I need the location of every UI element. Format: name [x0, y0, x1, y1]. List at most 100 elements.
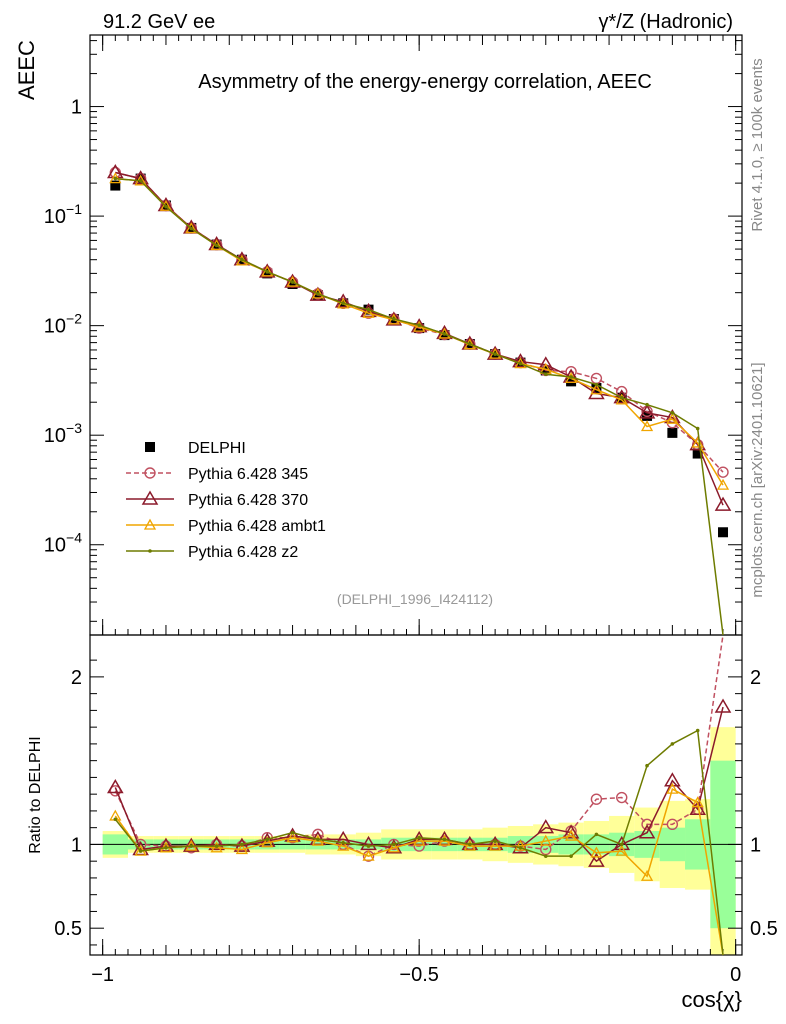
- legend-label-2: Pythia 6.428 370: [188, 492, 308, 509]
- main-point-3-23: [691, 436, 704, 448]
- ratio-series-lines: [107, 634, 732, 956]
- main-point-4-5: [240, 257, 244, 262]
- main-point-4-21: [645, 402, 649, 407]
- main-point-4-19: [594, 382, 599, 387]
- ratio-point-2-19: [590, 846, 603, 858]
- main-ytick-label-1: 10−1: [44, 201, 82, 228]
- main-point-4-13: [442, 332, 447, 336]
- main-point-2-21: [638, 404, 656, 419]
- ratio-point-1-15: [486, 835, 504, 851]
- chart-title: Asymmetry of the energy-energy correlati…: [198, 71, 652, 93]
- ratio-ytick-label-right-0: 0.5: [750, 918, 778, 940]
- main-point-4-0: [113, 176, 118, 181]
- ratio-point-3-22: [670, 742, 675, 746]
- main-ytick-label-2: 10−2: [44, 311, 82, 338]
- top-left-label: 91.2 GeV ee: [103, 11, 215, 33]
- main-point-4-14: [468, 342, 472, 346]
- ratio-point-0-22: [666, 818, 679, 831]
- ratio-point-0-20: [616, 791, 628, 804]
- ratio-point-3-21: [645, 763, 649, 768]
- main-point-4-8: [316, 292, 320, 296]
- main-point-4-4: [214, 243, 219, 248]
- ratio-point-3-6: [265, 837, 270, 842]
- main-point-4-18: [569, 375, 573, 379]
- legend-label-3: Pythia 6.428 ambt1: [188, 518, 326, 535]
- legend-label-4: Pythia 6.428 z2: [188, 544, 298, 561]
- main-point-3-24: [716, 478, 730, 490]
- legend-marker-1: [144, 467, 156, 479]
- main-point-4-12: [417, 323, 421, 327]
- ratio-point-3-7: [290, 830, 295, 835]
- ratio-point-3-23: [695, 728, 700, 733]
- main-point-1-24: [717, 466, 729, 478]
- ratio-point-2-16: [514, 839, 527, 851]
- main-point-4-23: [695, 426, 700, 431]
- ratio-point-1-1: [132, 840, 149, 856]
- ratio-point-1-2: [157, 837, 175, 852]
- main-point-4-10: [366, 307, 371, 312]
- ratio-point-1-7: [284, 827, 301, 842]
- main-point-2-16: [512, 353, 529, 368]
- legend-label-0: DELPHI: [188, 440, 246, 457]
- ratio-point-2-11: [387, 841, 400, 853]
- main-ylabel: AEEC: [14, 40, 39, 100]
- legend-marker-4: [148, 549, 152, 553]
- ratio-point-3-5: [240, 842, 244, 847]
- main-ytick-label-3: 10−3: [44, 420, 82, 447]
- ratio-point-2-4: [210, 841, 223, 853]
- ratio-point-2-6: [261, 836, 274, 848]
- legend: DELPHI Pythia 6.428 345 Pythia 6.428 370 Py…: [126, 440, 326, 561]
- ratio-point-2-14: [463, 839, 476, 851]
- main-point-2-9: [334, 293, 352, 308]
- ratio-ytick-label-0: 0.5: [54, 918, 82, 940]
- ratio-point-3-9: [341, 840, 346, 845]
- ratio-point-0-21: [641, 818, 653, 831]
- ratio-point-3-17: [543, 854, 548, 858]
- ratio-point-1-22: [664, 772, 681, 787]
- ratio-plot-frame: [89, 634, 743, 956]
- ratio-point-2-23: [691, 796, 704, 808]
- main-point-3-2: [159, 199, 173, 211]
- legend-label-1: Pythia 6.428 345: [188, 466, 308, 483]
- ratio-point-1-19: [588, 852, 605, 867]
- ratio-point-1-10: [360, 835, 377, 851]
- ratio-point-1-24: [714, 698, 732, 713]
- main-point-4-15: [493, 352, 497, 356]
- main-point-4-20: [619, 395, 624, 400]
- main-point-3-10: [362, 306, 375, 318]
- xtick-label-1: −0.5: [399, 964, 438, 986]
- main-point-4-9: [341, 301, 346, 306]
- main-line-4: [115, 177, 724, 636]
- main-point-4-6: [265, 270, 270, 274]
- ratio-point-1-13: [436, 830, 453, 846]
- ratio-point-2-5: [235, 843, 249, 855]
- ratio-point-2-17: [539, 834, 552, 846]
- main-point-4-11: [392, 317, 396, 321]
- ratio-point-3-12: [417, 835, 421, 840]
- ratio-point-3-13: [442, 837, 447, 842]
- side-label-bottom: mcplots.cern.ch [arXiv:2401.10621]: [749, 362, 766, 597]
- ratio-point-2-12: [413, 834, 426, 846]
- ratio-point-2-21: [640, 869, 654, 881]
- ratio-point-1-3: [182, 837, 200, 852]
- ratio-point-0-0: [109, 785, 122, 797]
- main-ytick-label-0: 1: [71, 97, 82, 119]
- ratio-point-3-11: [392, 842, 396, 847]
- ratio-point-3-4: [214, 844, 219, 848]
- ratio-point-3-10: [366, 844, 371, 848]
- main-point-4-16: [518, 361, 523, 366]
- ratio-point-3-1: [138, 849, 143, 853]
- main-point-4-7: [290, 280, 295, 284]
- ratio-point-1-17: [537, 819, 555, 834]
- ratio-point-3-18: [569, 854, 573, 858]
- main-point-3-21: [640, 420, 654, 432]
- ratio-ylabel: Ratio to DELPHI: [27, 736, 44, 853]
- main-point-2-24: [714, 496, 732, 511]
- main-series-lines: [107, 164, 732, 636]
- main-point-3-4: [210, 239, 223, 251]
- ratio-ytick-label-2: 2: [71, 667, 82, 689]
- ratio-point-2-10: [362, 849, 375, 861]
- main-ytick-label-4: 10−4: [44, 530, 82, 557]
